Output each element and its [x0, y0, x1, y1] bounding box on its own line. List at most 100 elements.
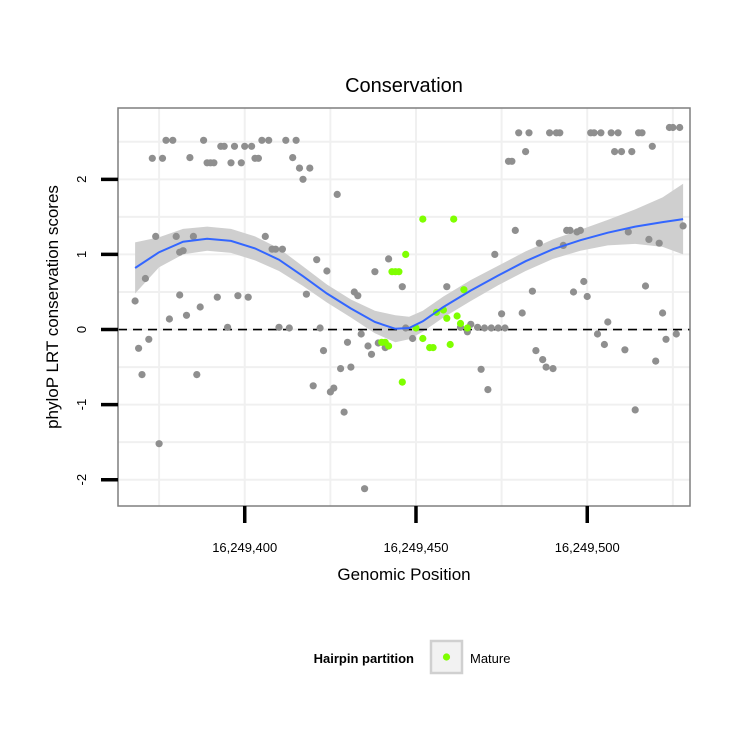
point-other: [141, 274, 149, 283]
point-other: [148, 154, 156, 162]
point-other: [330, 384, 338, 392]
point-mature: [429, 344, 437, 352]
point-mature: [385, 342, 393, 350]
y-tick-label: 1: [74, 251, 89, 258]
point-other: [158, 154, 167, 162]
point-other: [655, 239, 663, 247]
point-other: [659, 309, 667, 317]
point-mature: [446, 340, 454, 349]
point-other: [600, 340, 609, 349]
point-other: [645, 235, 653, 243]
point-other: [176, 291, 184, 299]
point-other: [278, 245, 286, 253]
point-other: [580, 277, 588, 286]
x-axis: 16,249,400 16,249,450 16,249,500: [212, 506, 620, 555]
smooth-trend-line: [134, 218, 684, 330]
x-axis-title: Genomic Position: [337, 565, 470, 584]
point-other: [213, 293, 221, 301]
panel-background: [118, 108, 690, 506]
point-other: [535, 239, 543, 247]
x-tick-label: 16,249,400: [212, 540, 277, 555]
point-other: [539, 356, 547, 364]
point-other: [617, 148, 626, 156]
point-other: [611, 148, 619, 156]
point-other: [628, 148, 636, 156]
point-other: [241, 142, 249, 150]
point-other: [210, 159, 218, 167]
point-other: [604, 318, 612, 326]
y-tick-label: 0: [74, 326, 89, 333]
point-other: [333, 190, 341, 198]
point-other: [508, 157, 516, 165]
point-mature: [398, 378, 406, 386]
point-other: [258, 136, 266, 144]
point-other: [131, 297, 139, 305]
point-other: [624, 228, 632, 236]
point-other: [549, 365, 557, 373]
point-other: [193, 371, 201, 379]
point-other: [480, 324, 489, 332]
point-other: [275, 323, 283, 331]
point-other: [361, 485, 369, 493]
point-other: [302, 290, 310, 298]
point-other: [244, 293, 252, 301]
point-other: [525, 129, 533, 137]
point-other: [292, 136, 300, 144]
point-other: [155, 440, 163, 448]
point-mature: [453, 312, 461, 320]
point-other: [494, 324, 502, 332]
point-mature: [460, 286, 468, 294]
point-other: [248, 142, 256, 150]
point-other: [224, 323, 232, 331]
point-other: [186, 154, 194, 162]
point-other: [285, 324, 293, 332]
point-other: [189, 232, 197, 240]
point-other: [443, 283, 451, 291]
plot-panel: [117, 107, 691, 507]
point-other: [261, 232, 269, 240]
point-other: [593, 330, 602, 338]
point-other: [487, 324, 495, 332]
point-other: [237, 159, 245, 167]
legend-label-mature: Mature: [470, 651, 510, 666]
point-other: [607, 129, 615, 137]
point-other: [337, 365, 345, 373]
point-other: [542, 363, 550, 371]
point-other: [474, 323, 482, 331]
point-other: [340, 408, 348, 416]
point-other: [398, 283, 406, 291]
point-other: [638, 129, 646, 137]
y-axis: -2 -1 0 1 2: [74, 176, 118, 485]
point-other: [357, 330, 365, 338]
point-other: [409, 334, 417, 343]
point-other: [230, 142, 239, 150]
point-other: [323, 267, 331, 275]
point-other: [484, 386, 492, 394]
point-other: [165, 315, 173, 323]
chart-title: Conservation: [345, 75, 463, 97]
point-other: [583, 292, 591, 301]
point-other: [652, 357, 660, 365]
point-other: [169, 136, 177, 144]
point-other: [371, 268, 379, 276]
point-other: [196, 303, 204, 311]
point-other: [621, 346, 629, 354]
point-other: [679, 222, 687, 230]
point-other: [515, 129, 523, 137]
point-mature: [395, 268, 403, 276]
point-other: [676, 123, 684, 132]
point-other: [309, 382, 317, 390]
point-other: [631, 406, 639, 414]
point-other: [597, 129, 605, 137]
point-mature: [402, 250, 410, 258]
point-other: [669, 123, 677, 132]
point-other: [385, 255, 393, 263]
point-other: [138, 371, 146, 379]
point-mature: [463, 324, 471, 332]
point-other: [532, 347, 540, 355]
point-other: [220, 142, 228, 150]
point-other: [289, 154, 297, 162]
point-other: [614, 129, 622, 137]
point-other: [511, 226, 519, 234]
point-other: [528, 287, 537, 295]
